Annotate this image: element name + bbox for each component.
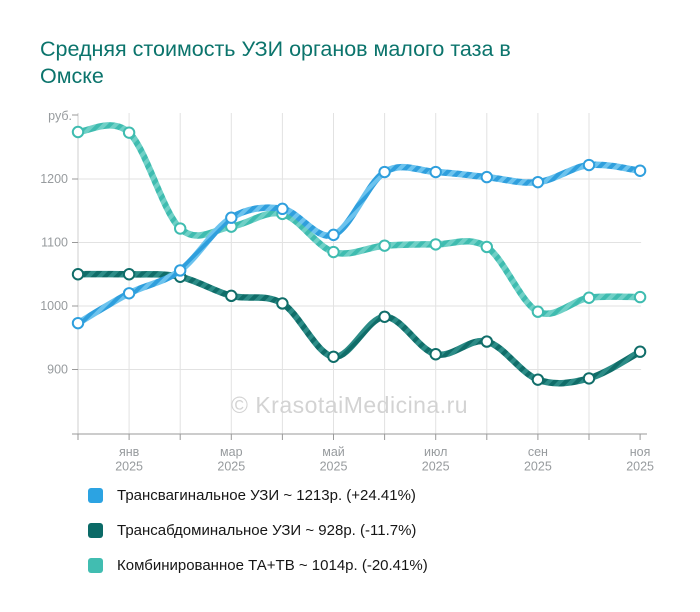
data-point-transvaginal <box>429 165 442 179</box>
series-transvaginal <box>71 158 647 330</box>
data-point-transabdominal <box>225 289 238 303</box>
gridlines <box>77 113 642 434</box>
chart-title: Средняя стоимость УЗИ органов малого таз… <box>40 37 511 89</box>
data-point-transvaginal <box>71 316 85 330</box>
data-point-transabdominal <box>71 268 85 281</box>
series-line-transabdominal <box>74 270 644 387</box>
data-point-transvaginal <box>633 164 647 177</box>
x-axis-tick-label: янв 2025 <box>115 445 143 474</box>
data-point-transvaginal <box>174 264 187 277</box>
series-transabdominal <box>71 268 647 387</box>
legend-swatch-transvaginal <box>88 487 103 503</box>
y-axis-unit-label: руб. <box>48 109 72 123</box>
x-axis-tick-label: июл 2025 <box>422 445 450 474</box>
data-point-combined <box>174 222 187 235</box>
data-point-combined <box>531 305 545 318</box>
chart-legend: Трансвагинальное УЗИ ~ 1213р. (+24.41%) … <box>88 484 428 589</box>
y-axis-tick-label: 1100 <box>41 236 68 250</box>
series-combined <box>71 122 647 318</box>
data-point-transvaginal <box>582 158 596 172</box>
data-point-combined <box>429 238 442 251</box>
data-point-transabdominal <box>480 335 493 348</box>
y-axis-tick-label: 1200 <box>40 172 68 186</box>
legend-item-combined: Комбинированное ТА+ТВ ~ 1014р. (-20.41%) <box>88 554 428 576</box>
data-point-transvaginal <box>480 170 493 184</box>
x-axis-tick-label: сен 2025 <box>524 445 552 474</box>
x-axis-tick-label: ноя 2025 <box>626 445 654 474</box>
legend-swatch-transabdominal <box>88 522 103 538</box>
axis-labels: руб. 900 1000 1100 1200 янв 2025 мар 2025 май 2025… <box>40 109 654 474</box>
data-point-transabdominal <box>327 350 340 363</box>
data-point-transabdominal <box>633 345 647 358</box>
data-point-transvaginal <box>327 228 340 242</box>
series-line-transvaginal <box>74 161 644 327</box>
data-point-combined <box>122 126 136 139</box>
data-point-transabdominal <box>429 348 442 361</box>
data-point-transvaginal <box>122 287 136 300</box>
data-point-combined <box>480 240 493 254</box>
legend-item-transvaginal: Трансвагинальное УЗИ ~ 1213р. (+24.41%) <box>88 484 428 506</box>
series-line-combined <box>74 122 644 317</box>
data-point-transabdominal <box>378 310 391 323</box>
legend-label-transabdominal: Трансабдоминальное УЗИ ~ 928р. (-11.7%) <box>117 521 417 539</box>
data-point-transabdominal <box>531 373 545 386</box>
y-axis-tick-label: 900 <box>47 363 68 377</box>
data-point-combined <box>378 239 391 252</box>
legend-label-combined: Комбинированное ТА+ТВ ~ 1014р. (-20.41%) <box>117 556 428 574</box>
y-axis-tick-label: 1000 <box>40 299 68 313</box>
data-point-transvaginal <box>378 165 391 179</box>
data-point-transabdominal <box>582 372 596 385</box>
data-point-transvaginal <box>225 211 238 224</box>
data-point-transabdominal <box>276 297 289 310</box>
data-point-combined <box>633 290 647 304</box>
x-axis-tick-label: мар 2025 <box>217 445 245 474</box>
legend-item-transabdominal: Трансабдоминальное УЗИ ~ 928р. (-11.7%) <box>88 519 428 541</box>
data-point-transvaginal <box>276 202 289 216</box>
data-point-combined <box>327 245 340 259</box>
data-point-transabdominal <box>122 268 136 281</box>
legend-label-transvaginal: Трансвагинальное УЗИ ~ 1213р. (+24.41%) <box>117 486 416 504</box>
watermark: © KrasotaiMedicina.ru <box>231 392 469 418</box>
x-axis-tick-label: май 2025 <box>320 445 348 474</box>
data-point-combined <box>582 291 596 304</box>
legend-swatch-combined <box>88 557 103 573</box>
data-point-combined <box>71 125 85 139</box>
data-point-transvaginal <box>531 175 545 189</box>
